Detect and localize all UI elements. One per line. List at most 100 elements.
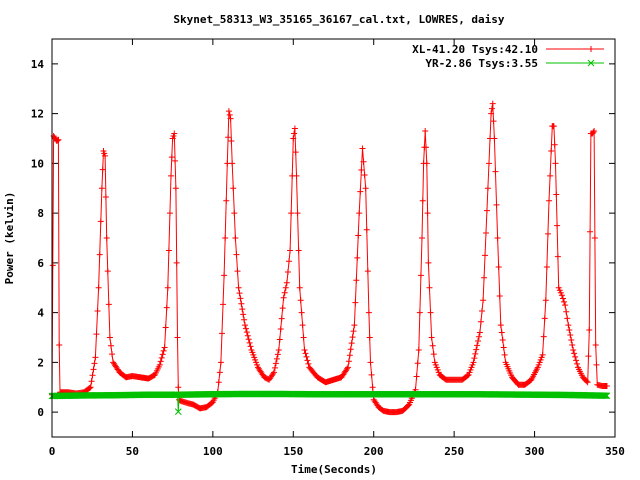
data-point xyxy=(221,272,228,279)
data-point xyxy=(105,301,112,308)
data-point xyxy=(494,235,501,241)
data-point xyxy=(215,379,222,386)
data-point xyxy=(429,342,436,349)
data-point xyxy=(416,309,423,316)
data-point xyxy=(574,360,581,367)
data-point xyxy=(94,307,101,314)
data-point xyxy=(585,353,592,360)
data-point xyxy=(233,251,240,258)
data-point xyxy=(239,306,246,313)
data-point xyxy=(558,292,565,299)
data-point xyxy=(301,346,308,353)
data-point xyxy=(573,357,580,364)
data-point xyxy=(347,346,354,353)
data-point xyxy=(162,324,169,331)
data-point xyxy=(352,299,359,306)
data-point xyxy=(474,342,481,349)
data-point xyxy=(290,135,297,142)
data-point xyxy=(553,191,560,198)
data-point xyxy=(304,357,311,364)
data-point xyxy=(480,297,487,304)
data-point xyxy=(427,309,434,316)
data-point xyxy=(559,295,566,302)
data-point xyxy=(477,318,484,325)
data-point xyxy=(54,137,61,144)
data-point xyxy=(564,315,571,322)
data-point xyxy=(591,235,598,241)
data-point xyxy=(49,262,56,269)
data-point xyxy=(539,351,546,358)
data-point xyxy=(276,336,283,343)
data-point xyxy=(156,361,163,368)
data-point xyxy=(471,355,478,362)
data-point xyxy=(415,346,422,353)
data-point xyxy=(500,344,507,351)
data-point xyxy=(173,259,180,266)
data-point xyxy=(425,259,432,266)
data-point xyxy=(470,359,477,366)
data-point xyxy=(419,197,426,204)
data-point xyxy=(91,360,98,367)
legend-label-yr: YR-2.86 Tsys:3.55 xyxy=(425,57,538,70)
data-point xyxy=(489,100,496,107)
data-point xyxy=(358,167,365,174)
data-point xyxy=(544,230,551,237)
data-point xyxy=(566,327,573,334)
data-point xyxy=(540,333,547,340)
data-point xyxy=(238,300,245,307)
data-point xyxy=(481,274,488,281)
data-point xyxy=(165,247,172,254)
data-point xyxy=(157,358,164,365)
data-point xyxy=(493,201,500,208)
data-point xyxy=(484,185,491,192)
y-tick-label: 6 xyxy=(37,257,44,270)
data-point xyxy=(231,210,238,217)
data-point xyxy=(475,338,482,345)
data-point xyxy=(174,408,182,415)
data-point xyxy=(291,125,298,132)
legend: XL-41.20 Tsys:42.10 YR-2.86 Tsys:3.55 xyxy=(412,43,604,70)
data-point xyxy=(302,350,309,357)
data-point xyxy=(277,326,284,333)
data-point xyxy=(295,247,302,254)
data-point xyxy=(300,334,307,341)
data-point xyxy=(482,230,489,237)
data-point xyxy=(413,373,420,380)
data-point xyxy=(593,361,600,368)
data-point xyxy=(548,147,555,154)
y-tick-label: 12 xyxy=(31,108,44,121)
data-point xyxy=(473,346,480,353)
legend-marker xyxy=(588,46,594,52)
data-point xyxy=(96,251,103,258)
data-point xyxy=(222,235,229,241)
data-point xyxy=(572,353,579,360)
data-point xyxy=(159,351,166,358)
y-tick-label: 4 xyxy=(37,307,44,320)
x-tick-label: 50 xyxy=(126,445,139,458)
data-point xyxy=(546,197,553,204)
data-point xyxy=(93,331,100,338)
data-point xyxy=(571,350,578,357)
data-point xyxy=(495,264,502,271)
data-point xyxy=(366,334,373,341)
data-point xyxy=(541,315,548,322)
data-point xyxy=(562,302,569,309)
data-point xyxy=(291,130,298,137)
data-point xyxy=(228,137,235,144)
data-point xyxy=(350,328,357,335)
data-point xyxy=(236,290,243,297)
data-point xyxy=(175,384,182,391)
data-point xyxy=(225,134,232,141)
y-tick-label: 2 xyxy=(37,356,44,369)
data-point xyxy=(285,258,292,265)
x-tick-label: 200 xyxy=(364,445,384,458)
data-point xyxy=(234,268,241,275)
data-point xyxy=(499,336,506,343)
data-point xyxy=(293,172,300,179)
data-point xyxy=(158,354,165,361)
data-point xyxy=(475,333,482,340)
data-point xyxy=(359,145,366,152)
data-point xyxy=(273,355,280,362)
data-point xyxy=(601,392,609,400)
data-point xyxy=(297,297,304,304)
